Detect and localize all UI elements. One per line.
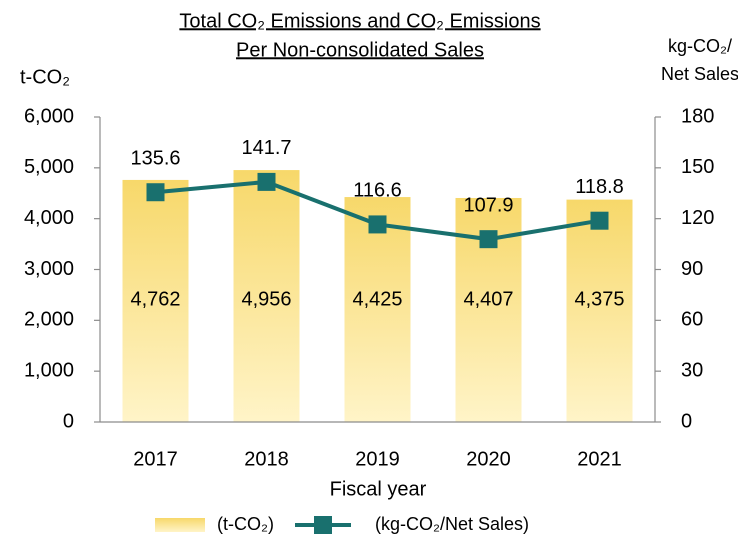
y-tick-label: 0 bbox=[63, 410, 74, 432]
x-tick-label: 2021 bbox=[577, 448, 622, 470]
y2-tick-label: 60 bbox=[681, 309, 703, 331]
legend-label: (t-CO₂) bbox=[217, 514, 274, 534]
line-marker bbox=[146, 183, 165, 202]
y-tick-label: 3,000 bbox=[24, 258, 74, 280]
line-value-label: 118.8 bbox=[575, 176, 624, 198]
y-tick-label: 4,000 bbox=[24, 207, 74, 229]
line-value-label: 116.6 bbox=[353, 180, 402, 202]
x-tick-label: 2020 bbox=[466, 448, 511, 470]
legend-swatch bbox=[155, 518, 205, 532]
x-tick-label: 2019 bbox=[355, 448, 400, 470]
y-tick-label: 2,000 bbox=[24, 309, 74, 331]
y2-tick-label: 0 bbox=[681, 410, 692, 432]
y-tick-label: 5,000 bbox=[24, 156, 74, 178]
bar-value-label: 4,425 bbox=[352, 288, 402, 310]
line-value-label: 107.9 bbox=[463, 194, 513, 216]
y2-axis-label: kg-CO₂/ bbox=[668, 36, 732, 56]
bar bbox=[344, 197, 411, 422]
line-value-label: 135.6 bbox=[130, 148, 180, 170]
x-axis-label: Fiscal year bbox=[330, 478, 427, 500]
line-marker bbox=[590, 211, 609, 230]
y2-tick-label: 90 bbox=[681, 258, 703, 280]
x-tick-label: 2018 bbox=[244, 448, 289, 470]
legend-label: (kg-CO₂/Net Sales) bbox=[375, 514, 529, 534]
line-marker bbox=[257, 172, 276, 191]
bar-value-label: 4,375 bbox=[574, 288, 624, 310]
bar bbox=[233, 170, 300, 422]
legend-swatch bbox=[314, 516, 332, 534]
line-marker bbox=[368, 215, 387, 234]
y2-tick-label: 120 bbox=[681, 207, 714, 229]
line-marker bbox=[479, 230, 498, 249]
y-tick-label: 6,000 bbox=[24, 105, 74, 127]
y-tick-label: 1,000 bbox=[24, 359, 74, 381]
bar-value-label: 4,762 bbox=[130, 288, 180, 310]
y2-tick-label: 30 bbox=[681, 359, 703, 381]
line-value-label: 141.7 bbox=[241, 137, 291, 159]
bar bbox=[122, 179, 189, 422]
bar bbox=[566, 199, 633, 422]
y2-tick-label: 180 bbox=[681, 105, 714, 127]
y2-axis-label: Net Sales bbox=[661, 64, 738, 84]
y2-tick-label: 150 bbox=[681, 156, 714, 178]
x-tick-label: 2017 bbox=[133, 448, 178, 470]
chart-title: Total CO₂ Emissions and CO₂ Emissions bbox=[179, 10, 540, 32]
bar-value-label: 4,407 bbox=[463, 288, 513, 310]
bar-value-label: 4,956 bbox=[241, 288, 291, 310]
chart-title: Per Non-consolidated Sales bbox=[236, 39, 484, 61]
y-axis-label: t-CO₂ bbox=[20, 66, 70, 88]
